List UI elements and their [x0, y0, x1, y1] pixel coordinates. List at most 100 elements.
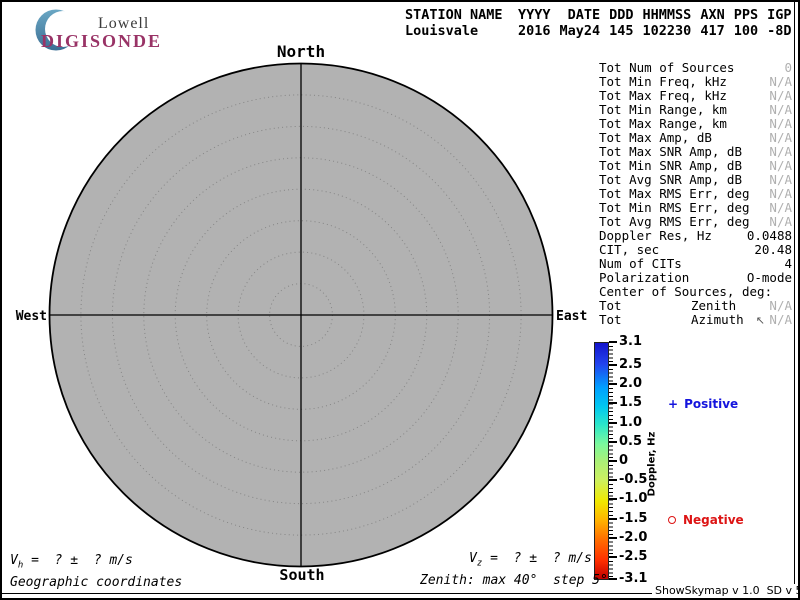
header-value: -8D: [767, 23, 792, 39]
legend-negative: Negative: [668, 513, 744, 527]
vz-symbol: V: [469, 551, 477, 566]
stat-label: Tot Max Freq, kHz: [599, 88, 727, 103]
coordinate-system-label: Geographic coordinates: [10, 575, 183, 590]
plus-icon: +: [668, 397, 679, 411]
colorbar-tick: -2.0: [619, 529, 648, 545]
stat-label: Num of CITs: [599, 256, 682, 271]
header-value: 145: [609, 23, 634, 39]
colorbar-tick: 2.5: [619, 357, 643, 372]
header-col-yyyy: YYYY 2016: [518, 7, 551, 39]
logo-text-lowell: Lowell: [98, 15, 150, 32]
stat-value: 0.0488: [746, 228, 792, 243]
stat-row: Tot Zenith N/A: [599, 299, 792, 313]
header-value: 2016: [518, 23, 551, 39]
station-header: STATION NAME Louisvale YYYY 2016 DATE Ma…: [405, 7, 792, 39]
header-col-pps: PPS 100: [734, 7, 758, 39]
stat-mid-label: Zenith: [691, 298, 737, 313]
crescent-icon: [35, 9, 81, 51]
stat-row: Tot Avg RMS Err, deg N/A: [599, 215, 792, 229]
stat-row: Tot Max Range, km N/A: [599, 117, 792, 131]
stat-row: Tot Min Range, km N/A: [599, 103, 792, 117]
colorbar-tick-labels: 3.1 2.5 2.0 1.5 1.0 0.5 0 -0.5 -1.0 -1.5…: [619, 335, 659, 586]
zenith-range-label: Zenith: max 40° step 5°: [420, 573, 608, 588]
colorbar-axis-label: Doppler, Hz: [646, 431, 658, 497]
colorbar-tick: -2.5: [619, 549, 648, 564]
header-label: IGP: [767, 7, 792, 23]
stat-label: Tot Max Amp, dB: [599, 130, 712, 145]
header-value: Louisvale: [405, 23, 479, 39]
header-label: HHMMSS: [642, 7, 692, 23]
stat-row: Tot Max SNR Amp, dB N/A: [599, 145, 792, 159]
colorbar-tick: -1.0: [619, 491, 648, 507]
stat-label: Tot: [599, 312, 622, 327]
header-value: 100: [733, 23, 759, 39]
header-label: STATION NAME: [405, 7, 503, 23]
stat-value: N/A: [769, 130, 792, 145]
stat-value: 4: [784, 256, 792, 271]
circle-icon: [668, 516, 676, 524]
colorbar-tick: 1.0: [619, 414, 643, 430]
colorbar-tick: -0.5: [619, 472, 648, 488]
stat-label: Tot Num of Sources: [599, 60, 735, 75]
stat-value: N/A: [769, 298, 792, 313]
vz-subscript: z: [476, 558, 483, 569]
stat-label: Tot Min Freq, kHz: [599, 74, 727, 89]
stat-label: Center of Sources, deg:: [599, 284, 773, 299]
stat-row: Tot Avg SNR Amp, dB N/A: [599, 173, 792, 187]
header-value: 417: [700, 23, 725, 39]
colorbar-major-ticks: [609, 341, 617, 580]
vh-subscript: h: [17, 560, 24, 571]
app-version-label: ShowSkymap v 1.0 SD v 5.1: [652, 584, 798, 598]
header-label: YYYY: [518, 7, 551, 23]
stat-row: Tot Azimuth ↖ N/A: [599, 312, 792, 328]
stat-value: 20.48: [754, 242, 792, 257]
horizontal-velocity-readout: Vh = ? ± ? m/s: [10, 553, 133, 571]
vh-symbol: V: [10, 553, 18, 568]
vertical-velocity-readout: Vz = ? ± ? m/s: [469, 551, 592, 569]
header-value: 102230: [642, 23, 692, 39]
legend-positive-label: Positive: [684, 397, 739, 411]
mouse-cursor-icon: ↖: [755, 314, 765, 327]
stat-mid-label: Azimuth ↖: [691, 313, 765, 328]
header-col-date: DATE May24: [560, 7, 601, 39]
header-col-axn: AXN 417: [700, 7, 724, 39]
header-col-igp: IGP -8D: [767, 7, 791, 39]
stat-value: N/A: [769, 116, 792, 131]
stat-row: Doppler Res, Hz 0.0488: [599, 229, 792, 243]
compass-label-east: East: [556, 309, 587, 324]
stat-label: Tot Avg SNR Amp, dB: [599, 172, 742, 187]
legend-positive: + Positive: [668, 397, 738, 411]
stat-value: N/A: [769, 172, 792, 187]
stat-row: Tot Max Freq, kHz N/A: [599, 89, 792, 103]
stat-label: Polarization: [599, 270, 690, 285]
colorbar-tick: 1.5: [619, 395, 643, 411]
stat-row: Tot Max Amp, dB N/A: [599, 131, 792, 145]
stat-row: Num of CITs 4: [599, 257, 792, 271]
stat-row: Tot Min RMS Err, deg N/A: [599, 201, 792, 215]
stat-label: Tot Max Range, km: [599, 116, 727, 131]
vz-value: = ? ± ? m/s: [482, 551, 592, 566]
logo-text-digisonde: DIGISONDE: [41, 31, 163, 51]
header-label: PPS: [733, 7, 759, 23]
colorbar-tick: -1.5: [619, 510, 648, 526]
header-col-station: STATION NAME Louisvale: [405, 7, 509, 39]
stat-value: 0: [784, 60, 792, 75]
stat-row: Polarization O-mode: [599, 271, 792, 285]
right-frame-line: [794, 2, 795, 594]
colorbar-tick: 0.5: [619, 433, 643, 449]
bottom-frame-line: [2, 593, 795, 594]
header-label: DDD: [609, 7, 634, 23]
skymap-polar-plot: North South West East: [16, 42, 588, 584]
stat-value: N/A: [769, 312, 792, 327]
stat-value: N/A: [769, 74, 792, 89]
stat-value: N/A: [769, 214, 792, 229]
stat-label: Doppler Res, Hz: [599, 228, 712, 243]
colorbar-tick: 0: [619, 453, 629, 468]
stat-value: N/A: [769, 186, 792, 201]
stat-label: CIT, sec: [599, 242, 660, 257]
stat-value: N/A: [769, 144, 792, 159]
stat-value: O-mode: [746, 270, 792, 285]
stat-row: Tot Min Freq, kHz N/A: [599, 75, 792, 89]
header-label: AXN: [700, 7, 725, 23]
